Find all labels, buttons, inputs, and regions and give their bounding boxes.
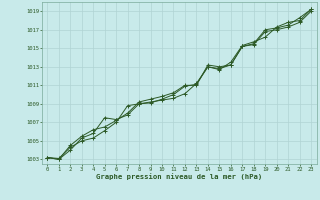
X-axis label: Graphe pression niveau de la mer (hPa): Graphe pression niveau de la mer (hPa) — [96, 173, 262, 180]
